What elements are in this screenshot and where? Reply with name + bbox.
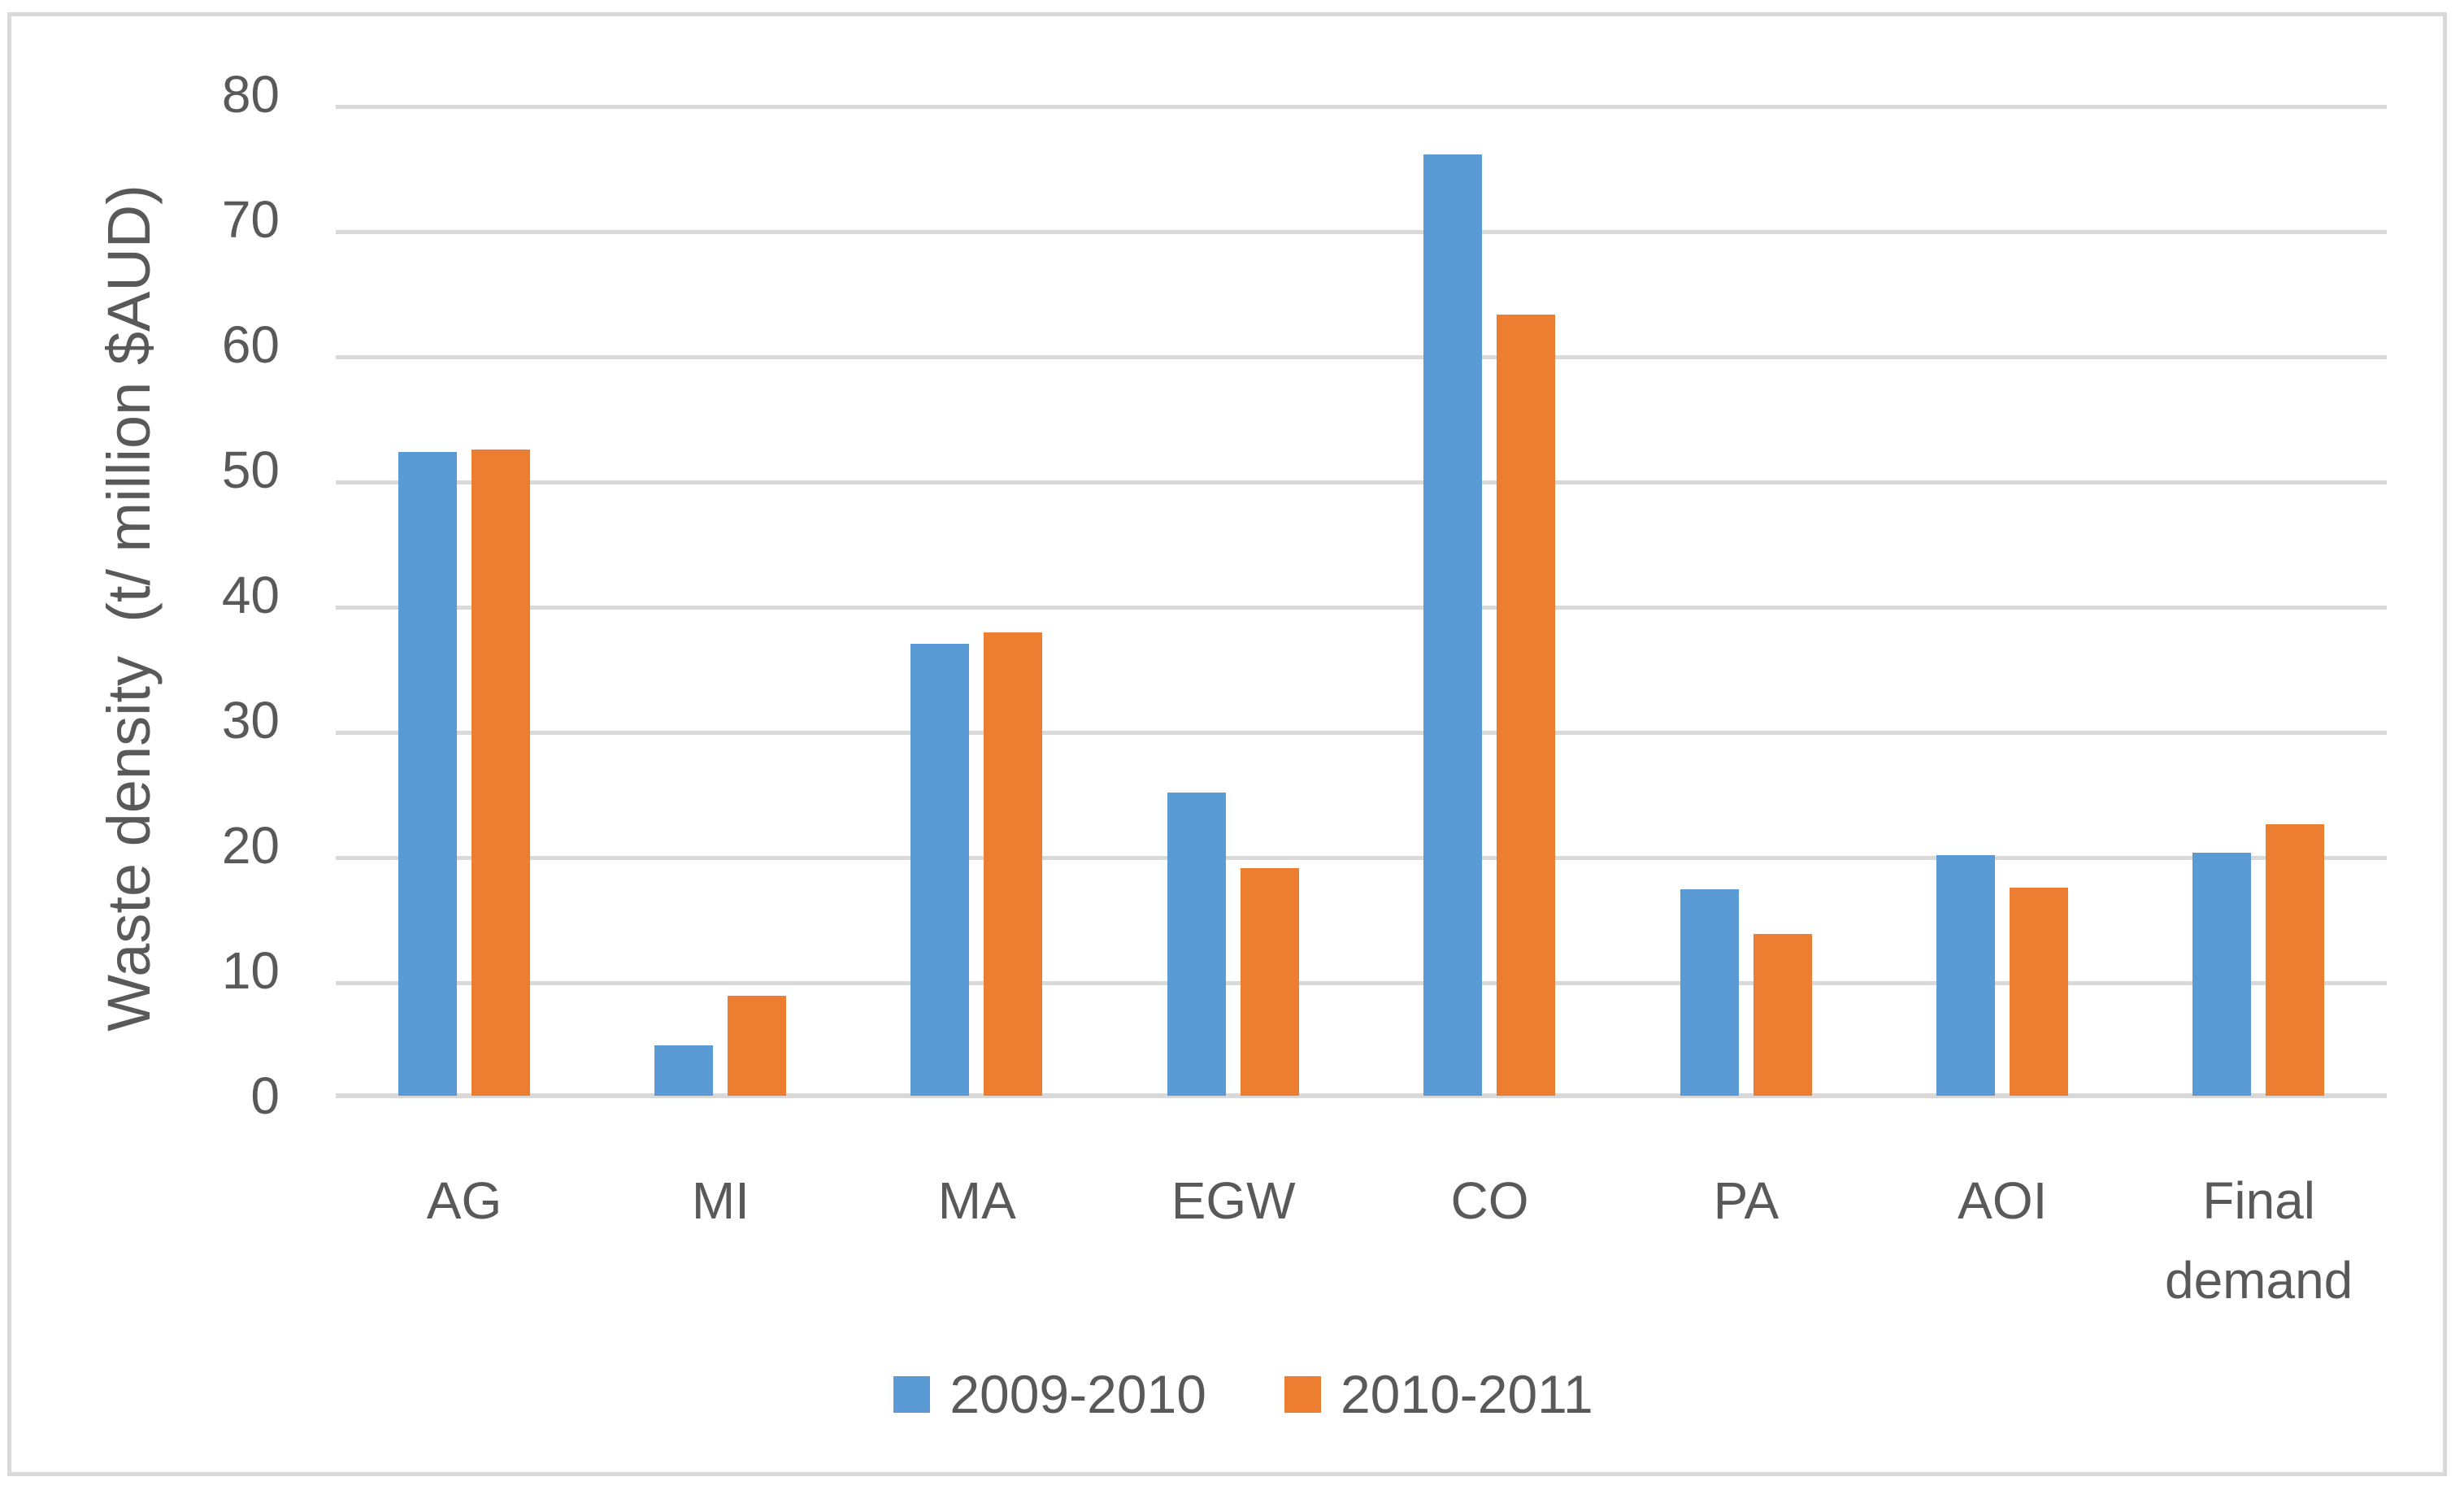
legend-item-2010-2011: 2010-2011 bbox=[1284, 1367, 1593, 1421]
bar-2010-2011-AG bbox=[471, 450, 530, 1096]
x-axis-line bbox=[336, 1093, 2387, 1098]
x-axis-category-label: AG bbox=[426, 1171, 502, 1230]
legend-item-2009-2010: 2009-2010 bbox=[893, 1367, 1206, 1421]
gridline-y-30 bbox=[336, 731, 2387, 735]
legend-label: 2009-2010 bbox=[950, 1364, 1206, 1424]
y-axis-tick-label: 30 bbox=[221, 691, 280, 749]
y-axis-tick-label: 0 bbox=[250, 1066, 280, 1125]
x-axis-category-label: MA bbox=[937, 1171, 1016, 1230]
bar-2009-2010-CO bbox=[1423, 154, 1483, 1096]
y-axis-tick-label: 80 bbox=[221, 65, 280, 124]
y-axis-tick-label: 40 bbox=[221, 566, 280, 624]
x-axis-category-label: MI bbox=[691, 1171, 750, 1230]
x-axis-category-label: PA bbox=[1713, 1171, 1780, 1230]
x-axis-category-label: CO bbox=[1450, 1171, 1529, 1230]
y-axis-tick-label: 10 bbox=[221, 941, 280, 1000]
gridline-y-10 bbox=[336, 981, 2387, 985]
bar-2009-2010-AOI bbox=[1936, 855, 1995, 1096]
bar-2010-2011-MI bbox=[728, 995, 787, 1096]
legend-label: 2010-2011 bbox=[1340, 1364, 1593, 1424]
bar-2010-2011-CO bbox=[1497, 315, 1556, 1096]
bar-2010-2011-Final-demand bbox=[2266, 823, 2325, 1096]
bar-2009-2010-EGW bbox=[1167, 793, 1226, 1096]
bar-2010-2011-AOI bbox=[2009, 888, 2068, 1096]
legend-swatch-icon bbox=[893, 1375, 931, 1413]
bar-2010-2011-MA bbox=[984, 632, 1043, 1096]
chart-frame-border: Waste density (t/ million $AUD) 0 10 20 30 4… bbox=[7, 12, 2447, 1476]
gridline-y-60 bbox=[336, 355, 2387, 359]
bar-2010-2011-PA bbox=[1753, 934, 1812, 1096]
gridline-y-40 bbox=[336, 606, 2387, 610]
bar-2009-2010-MI bbox=[654, 1045, 714, 1096]
bar-2010-2011-EGW bbox=[1240, 867, 1299, 1096]
y-axis-tick-label: 50 bbox=[221, 441, 280, 499]
x-axis-category-label: Final demand bbox=[2164, 1171, 2353, 1310]
bar-2009-2010-Final-demand bbox=[2192, 853, 2252, 1096]
y-axis-tick-label: 60 bbox=[221, 315, 280, 374]
y-axis-tick-label: 20 bbox=[221, 816, 280, 875]
y-axis-tick-label: 70 bbox=[221, 190, 280, 249]
legend: 2009-2010 2010-2011 bbox=[11, 1358, 2464, 1431]
bar-2009-2010-AG bbox=[398, 452, 457, 1096]
gridline-y-80 bbox=[336, 105, 2387, 109]
gridline-y-70 bbox=[336, 230, 2387, 234]
bar-2009-2010-PA bbox=[1680, 888, 1739, 1096]
gridline-y-50 bbox=[336, 480, 2387, 484]
gridline-y-20 bbox=[336, 856, 2387, 860]
x-axis-category-label: EGW bbox=[1171, 1171, 1296, 1230]
x-axis-category-label: AOI bbox=[1958, 1171, 2048, 1230]
legend-swatch-icon bbox=[1284, 1375, 1321, 1413]
bar-2009-2010-MA bbox=[910, 644, 970, 1096]
